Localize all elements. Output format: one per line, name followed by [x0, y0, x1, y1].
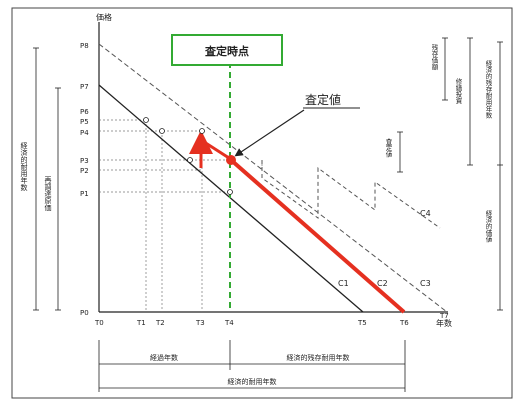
line-c2: [229, 158, 406, 314]
y-tick-p2: P2: [80, 167, 89, 175]
right-small-label: 査定値: [384, 137, 392, 159]
curve-c1: C1: [338, 279, 349, 288]
left-brackets: [33, 47, 61, 311]
bottom-elapsed-label: 経過年数: [150, 353, 178, 362]
line-c3: [98, 43, 448, 313]
x-tick-t6: T6: [399, 319, 409, 327]
bottom-total-label: 経済的耐用年数: [228, 377, 277, 386]
x-axis-title: 年数: [436, 318, 452, 328]
bottom-remaining-label: 経済的残存耐用年数: [287, 353, 350, 362]
curve-c2: C2: [377, 279, 388, 288]
curve-labels: C1 C2 C3 C4: [338, 209, 431, 288]
line-c4: [261, 160, 441, 229]
right-low-label: 経済的価値: [484, 209, 492, 244]
y-tick-p6: P6: [80, 108, 89, 116]
assessed-pointer: [234, 109, 305, 157]
line-c1: [98, 84, 364, 313]
right-top-label-2: 経済的残存耐用年数: [484, 59, 492, 120]
x-tick-labels: T0 T1 T2 T3 T4 T5 T6 T7: [94, 312, 449, 327]
x-tick-t4: T4: [224, 319, 234, 327]
left-outer-label: 経済的耐用年数: [20, 141, 28, 192]
x-tick-t0: T0: [94, 319, 104, 327]
right-brackets: [397, 37, 503, 311]
right-mid-label: 修繕投資: [454, 77, 462, 106]
y-tick-labels: P8 P7 P6 P5 P4 P3 P2 P1 P0: [80, 42, 89, 317]
assessment-box: [171, 34, 283, 66]
y-tick-p3: P3: [80, 157, 89, 165]
outer-border: [11, 7, 513, 399]
assessed-point: [226, 155, 236, 165]
x-tick-t7: T7: [439, 312, 449, 320]
x-tick-t5: T5: [357, 319, 367, 327]
x-tick-t3: T3: [195, 319, 205, 327]
y-tick-p0: P0: [80, 309, 89, 317]
assessed-value-label: 査定値: [305, 92, 341, 107]
line-markers: [143, 117, 233, 195]
y-tick-p8: P8: [80, 42, 89, 50]
y-tick-p5: P5: [80, 118, 89, 126]
y-tick-p7: P7: [80, 83, 89, 91]
investment-arrow-link: [200, 138, 230, 160]
bottom-brackets: [98, 340, 406, 392]
left-inner-label: 再調達原価: [44, 176, 52, 212]
curve-c4: C4: [420, 209, 431, 218]
assessment-box-label: 査定時点: [205, 44, 249, 58]
right-top-label-1: 残存価額: [430, 43, 438, 72]
curve-c3: C3: [420, 279, 431, 288]
x-tick-t2: T2: [155, 319, 165, 327]
y-axis-title: 価格: [96, 12, 112, 22]
y-tick-p4: P4: [80, 129, 89, 137]
y-tick-p1: P1: [80, 190, 89, 198]
x-tick-t1: T1: [136, 319, 146, 327]
